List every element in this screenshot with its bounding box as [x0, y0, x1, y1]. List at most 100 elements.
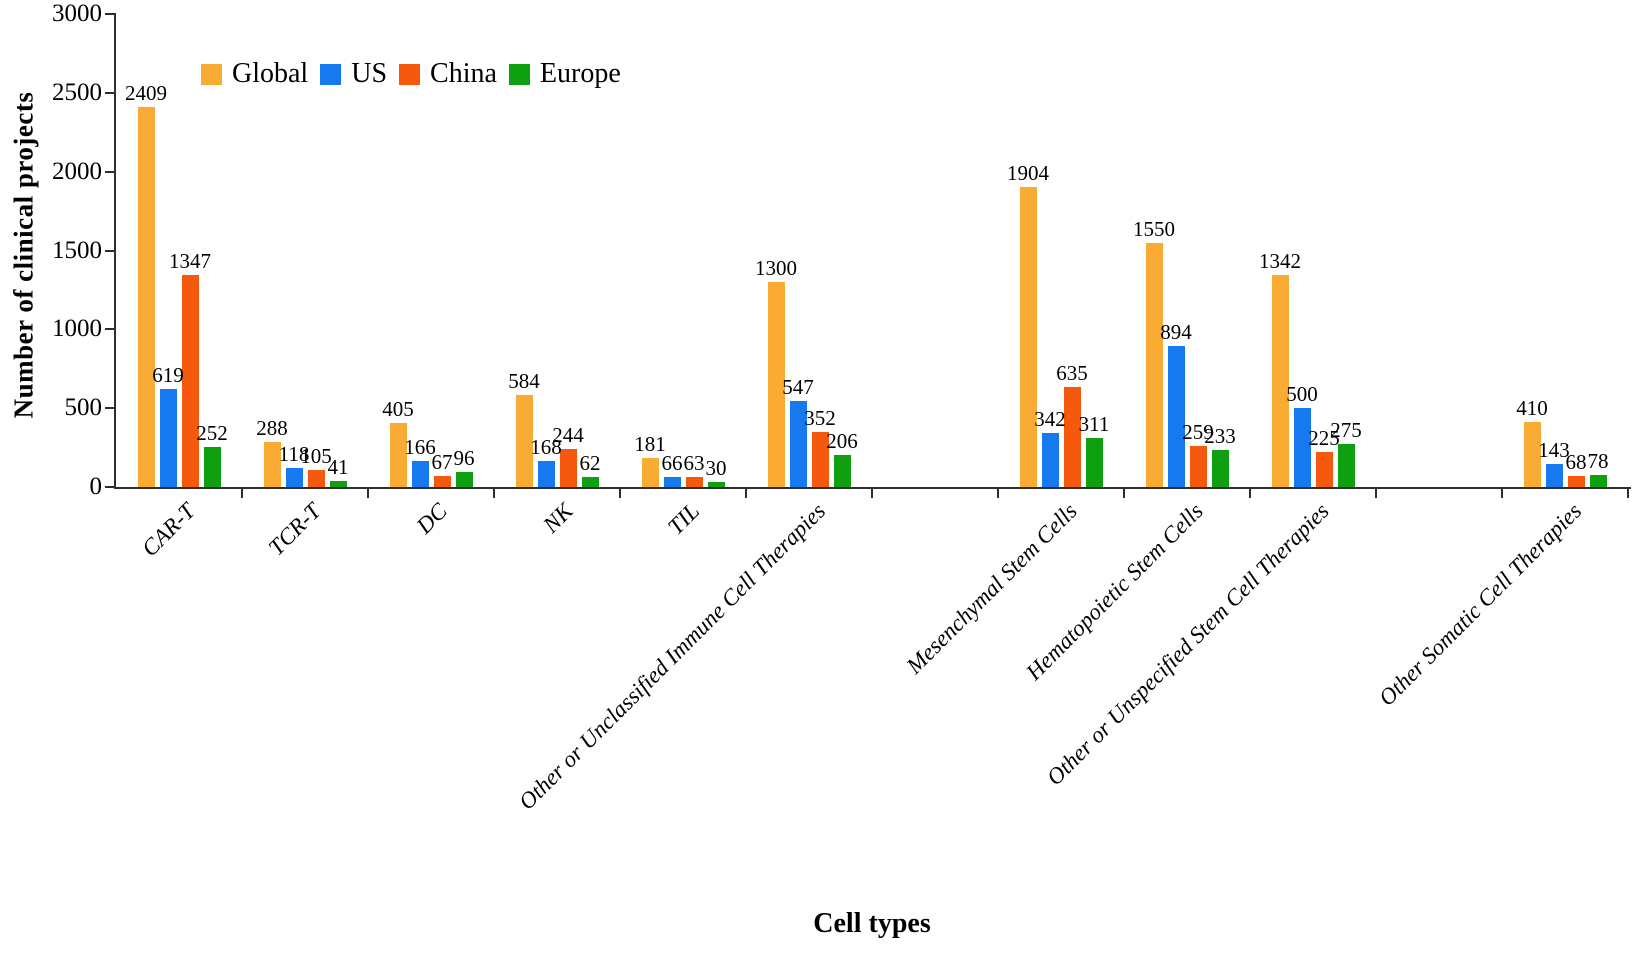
value-label-china-1: 105: [300, 444, 332, 468]
bar-europe-5: [833, 455, 851, 487]
bar-global-1: [263, 442, 281, 487]
value-label-us-5: 547: [782, 375, 814, 399]
legend-item-china: China: [399, 60, 497, 88]
bar-europe-11: [1589, 475, 1607, 487]
value-label-europe-8: 233: [1204, 424, 1236, 448]
legend-swatch-us: [320, 63, 342, 85]
value-label-china-4: 63: [683, 451, 705, 475]
plot-area: 2409 619 1347 252 CAR-T 288 118 105 41 TCR-T 405 16…: [116, 14, 1628, 815]
value-label-europe-9: 275: [1330, 418, 1362, 442]
bar-us-4: [663, 477, 681, 487]
bar-global-8: [1145, 243, 1163, 487]
bar-us-2: [411, 461, 429, 487]
x-tick-2: [367, 489, 369, 498]
y-tick-label-2500: 2500: [52, 78, 102, 106]
category-label: Other or Unclassified Immune Cell Therap…: [513, 498, 830, 815]
x-tick-3: [493, 489, 495, 498]
bar-europe-1: [329, 481, 347, 487]
value-label-global-8: 1550: [1133, 217, 1175, 241]
x-tick-10: [1375, 489, 1377, 498]
y-tick-label-1000: 1000: [52, 315, 102, 343]
value-label-global-9: 1342: [1259, 249, 1301, 273]
bar-europe-7: [1085, 438, 1103, 487]
value-label-europe-5: 206: [826, 429, 858, 453]
bar-global-9: [1271, 275, 1289, 487]
value-label-us-8: 894: [1160, 320, 1192, 344]
x-axis-title: Cell types: [813, 908, 931, 939]
bar-china-3: [559, 449, 577, 487]
bar-global-3: [515, 395, 533, 487]
y-tick-label-1500: 1500: [52, 236, 102, 264]
bar-global-5: [767, 282, 785, 487]
y-tick-label-2000: 2000: [52, 157, 102, 185]
value-label-us-1: 118: [278, 442, 310, 466]
bar-europe-9: [1337, 444, 1355, 487]
x-tick-8: [1123, 489, 1125, 498]
bar-china-7: [1063, 387, 1081, 487]
bar-europe-2: [455, 472, 473, 487]
x-tick-5: [745, 489, 747, 498]
y-tick-1000: [105, 328, 114, 331]
bar-global-7: [1019, 187, 1037, 487]
bar-us-1: [285, 468, 303, 487]
bar-europe-3: [581, 477, 599, 487]
value-label-europe-1: 41: [327, 455, 349, 479]
value-label-europe-0: 252: [196, 421, 228, 445]
value-label-global-4: 181: [634, 432, 666, 456]
category-label: TCR-T: [263, 498, 326, 561]
value-label-europe-2: 96: [453, 446, 475, 470]
legend-swatch-china: [399, 63, 421, 85]
category-label: NK: [538, 498, 578, 538]
value-label-china-7: 635: [1056, 361, 1088, 385]
y-tick-1500: [105, 249, 114, 252]
bar-china-9: [1315, 452, 1333, 487]
y-tick-2500: [105, 91, 114, 94]
bar-china-8: [1189, 446, 1207, 487]
value-label-us-0: 619: [152, 363, 184, 387]
legend-swatch-europe: [508, 63, 530, 85]
bar-global-2: [389, 423, 407, 487]
value-label-china-5: 352: [804, 406, 836, 430]
legend-item-europe: Europe: [508, 60, 621, 88]
bar-europe-8: [1211, 450, 1229, 487]
legend-label-us: US: [351, 58, 388, 89]
value-label-us-4: 66: [661, 451, 683, 475]
bar-china-5: [811, 432, 829, 487]
value-label-us-3: 168: [530, 435, 562, 459]
x-tick-1: [241, 489, 243, 498]
legend-item-global: Global: [201, 60, 308, 88]
value-label-us-9: 500: [1286, 382, 1318, 406]
bar-us-9: [1293, 408, 1311, 487]
x-tick-4: [619, 489, 621, 498]
y-tick-label-500: 500: [64, 394, 103, 422]
value-label-china-3: 244: [552, 423, 584, 447]
bar-us-3: [537, 461, 555, 487]
category-label: TIL: [662, 498, 704, 540]
bar-global-4: [641, 458, 659, 487]
x-tick-12: [1627, 489, 1629, 498]
y-tick-label-0: 0: [89, 473, 103, 500]
bar-global-11: [1523, 422, 1541, 487]
x-tick-7: [997, 489, 999, 498]
category-label: Other Somatic Cell Therapies: [1373, 498, 1586, 711]
value-label-europe-11: 78: [1587, 449, 1609, 473]
x-tick-9: [1249, 489, 1251, 498]
value-label-us-2: 166: [404, 435, 436, 459]
y-tick-500: [105, 407, 114, 410]
value-label-china-2: 67: [431, 450, 453, 474]
value-label-europe-7: 311: [1078, 412, 1110, 436]
value-label-global-2: 405: [382, 397, 414, 421]
legend: Global US China Europe: [201, 60, 621, 88]
bar-us-8: [1167, 346, 1185, 487]
legend-label-china: China: [430, 58, 497, 89]
category-label: Other or Unspecified Stem Cell Therapies: [1042, 498, 1334, 791]
value-label-europe-4: 30: [705, 456, 727, 480]
bar-us-11: [1545, 464, 1563, 487]
category-label: CAR-T: [137, 498, 200, 562]
x-axis-line: [114, 487, 1631, 489]
bar-europe-4: [707, 482, 725, 487]
bar-europe-0: [203, 447, 221, 487]
bar-us-0: [159, 389, 177, 487]
value-label-global-0: 2409: [125, 81, 167, 105]
